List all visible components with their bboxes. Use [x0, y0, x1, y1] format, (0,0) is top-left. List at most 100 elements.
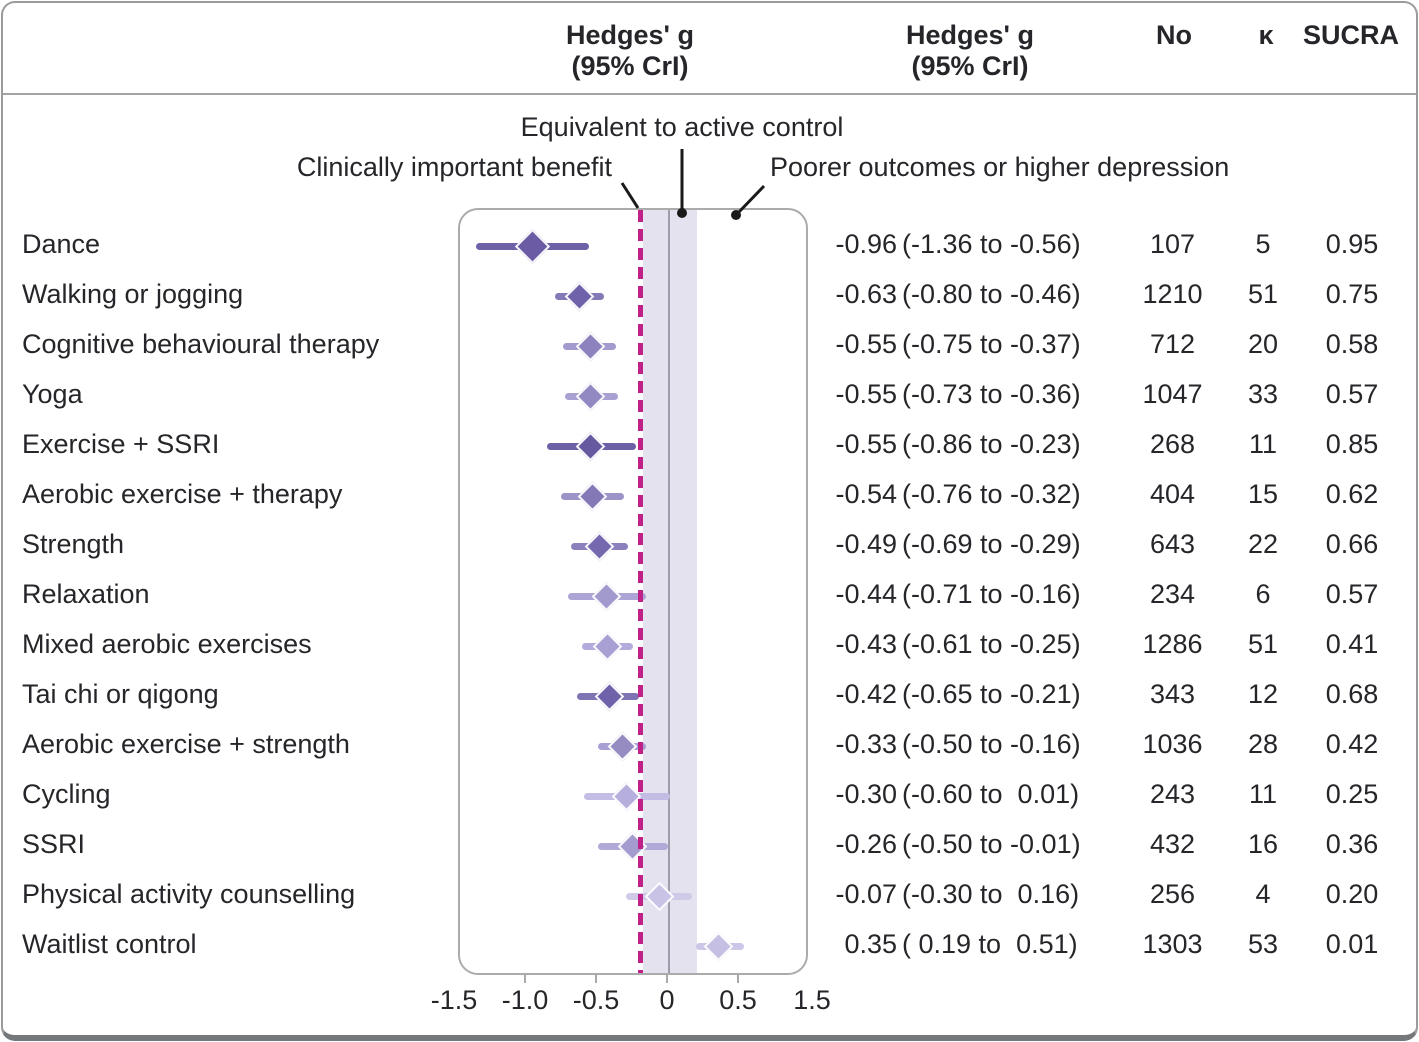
studies-count: 5: [1255, 229, 1271, 259]
effect-value: 0.35: [844, 929, 897, 959]
effect-diamond-marker: [703, 931, 734, 961]
effect-value: -0.49: [835, 529, 897, 559]
effect-ci: (-0.69 to -0.29): [902, 529, 1081, 559]
annotation-poorer-outcomes: Poorer outcomes or higher depression: [770, 152, 1230, 182]
studies-count: 28: [1247, 729, 1279, 759]
x-axis-tick-label: 0.5: [719, 985, 757, 1015]
treatment-label: Dance: [22, 229, 101, 259]
column-header-n: No: [1156, 20, 1192, 50]
effect-ci: (-0.76 to -0.32): [902, 479, 1081, 509]
effect-diamond-marker: [576, 431, 606, 461]
effect-ci: (-0.61 to -0.25): [902, 629, 1081, 659]
x-axis-tick-label: -0.5: [572, 985, 620, 1015]
treatment-label: Tai chi or qigong: [22, 679, 219, 709]
participants-count: 107: [1149, 229, 1196, 259]
sucra-value: 0.62: [1325, 479, 1379, 509]
effect-ci: (-0.73 to -0.36): [902, 379, 1081, 409]
sucra-value: 0.95: [1325, 229, 1379, 259]
effect-ci: (-0.80 to -0.46): [902, 279, 1081, 309]
studies-count: 33: [1247, 379, 1279, 409]
treatment-label: Relaxation: [22, 579, 150, 609]
sucra-value: 0.20: [1325, 879, 1379, 909]
header-separator: [3, 93, 1416, 95]
treatment-label: Cycling: [22, 779, 111, 809]
cri-label-2: (95% CrI): [911, 51, 1029, 81]
hedges-g-label-1: Hedges' g: [566, 20, 694, 50]
treatment-label: Strength: [22, 529, 125, 559]
effect-estimate-cell: -0.54 (-0.76 to -0.32): [830, 478, 1130, 510]
effect-estimate-cell: -0.63 (-0.80 to -0.46): [830, 278, 1130, 310]
effect-estimate-cell: 0.35 ( 0.19 to 0.51): [830, 928, 1130, 960]
treatment-label: Mixed aerobic exercises: [22, 629, 312, 659]
effect-diamond-marker: [611, 781, 642, 811]
effect-diamond-marker: [564, 281, 595, 311]
effect-ci: (-0.50 to -0.16): [902, 729, 1081, 759]
participants-count: 712: [1149, 329, 1196, 359]
effect-estimate-cell: -0.43 (-0.61 to -0.25): [830, 628, 1130, 660]
effect-estimate-cell: -0.55 (-0.73 to -0.36): [830, 378, 1130, 410]
effect-diamond-marker: [577, 481, 608, 511]
x-axis-tick-label: 1.5: [793, 985, 831, 1015]
sucra-value: 0.75: [1325, 279, 1379, 309]
treatment-label: Physical activity counselling: [22, 879, 356, 909]
studies-count: 6: [1255, 579, 1271, 609]
effect-diamond-marker: [593, 631, 623, 661]
studies-count: 11: [1248, 429, 1278, 459]
effect-estimate-cell: -0.96 (-1.36 to -0.56): [830, 228, 1130, 260]
effect-estimate-cell: -0.33 (-0.50 to -0.16): [830, 728, 1130, 760]
studies-count: 20: [1247, 329, 1279, 359]
studies-count: 51: [1247, 629, 1279, 659]
effect-ci: (-0.60 to 0.01): [902, 779, 1080, 809]
sucra-value: 0.58: [1325, 329, 1379, 359]
leader-clinical: [620, 182, 640, 209]
effect-ci: (-0.50 to -0.01): [902, 829, 1081, 859]
participants-count: 404: [1149, 479, 1196, 509]
sucra-value: 0.36: [1325, 829, 1379, 859]
effect-estimate-cell: -0.42 (-0.65 to -0.21): [830, 678, 1130, 710]
participants-count: 256: [1149, 879, 1196, 909]
effect-value: -0.96: [835, 229, 897, 259]
effect-diamond-marker: [514, 228, 551, 264]
effect-ci: ( 0.19 to 0.51): [902, 929, 1078, 959]
effect-estimate-cell: -0.26 (-0.50 to -0.01): [830, 828, 1130, 860]
column-header-effect-plot: Hedges' g (95% CrI): [530, 20, 730, 82]
sucra-value: 0.85: [1325, 429, 1379, 459]
treatment-label: Aerobic exercise + therapy: [22, 479, 343, 509]
effect-ci: (-0.30 to 0.16): [902, 879, 1080, 909]
effect-estimate-cell: -0.55 (-0.86 to -0.23): [830, 428, 1130, 460]
sucra-value: 0.25: [1325, 779, 1379, 809]
annotation-clinical-benefit: Clinically important benefit: [296, 152, 612, 182]
sucra-value: 0.42: [1325, 729, 1379, 759]
x-axis-tick: [595, 973, 597, 983]
effect-value: -0.54: [835, 479, 897, 509]
participants-count: 343: [1149, 679, 1196, 709]
x-axis-tick: [666, 973, 668, 983]
participants-count: 243: [1149, 779, 1196, 809]
treatment-label: Walking or jogging: [22, 279, 244, 309]
studies-count: 11: [1248, 779, 1278, 809]
treatment-label: Exercise + SSRI: [22, 429, 220, 459]
effect-estimate-cell: -0.49 (-0.69 to -0.29): [830, 528, 1130, 560]
treatment-label: Aerobic exercise + strength: [22, 729, 350, 759]
participants-count: 432: [1149, 829, 1196, 859]
annotation-equivalent: Equivalent to active control: [520, 112, 844, 142]
effect-diamond-marker: [591, 581, 622, 611]
studies-count: 51: [1247, 279, 1279, 309]
x-axis-tick-label: -1.0: [501, 985, 549, 1015]
studies-count: 53: [1247, 929, 1279, 959]
sucra-value: 0.57: [1325, 579, 1379, 609]
effect-ci: (-0.65 to -0.21): [902, 679, 1081, 709]
sucra-value: 0.57: [1325, 379, 1379, 409]
effect-estimate-cell: -0.07 (-0.30 to 0.16): [830, 878, 1130, 910]
participants-count: 1047: [1142, 379, 1203, 409]
equivalence-band: [643, 210, 698, 973]
hedges-g-label-2: Hedges' g: [906, 20, 1034, 50]
participants-count: 1303: [1142, 929, 1203, 959]
effect-value: -0.63: [835, 279, 897, 309]
effect-value: -0.44: [835, 579, 897, 609]
participants-count: 1286: [1142, 629, 1203, 659]
treatment-label: Yoga: [22, 379, 83, 409]
effect-value: -0.30: [835, 779, 897, 809]
effect-ci: (-0.71 to -0.16): [902, 579, 1081, 609]
